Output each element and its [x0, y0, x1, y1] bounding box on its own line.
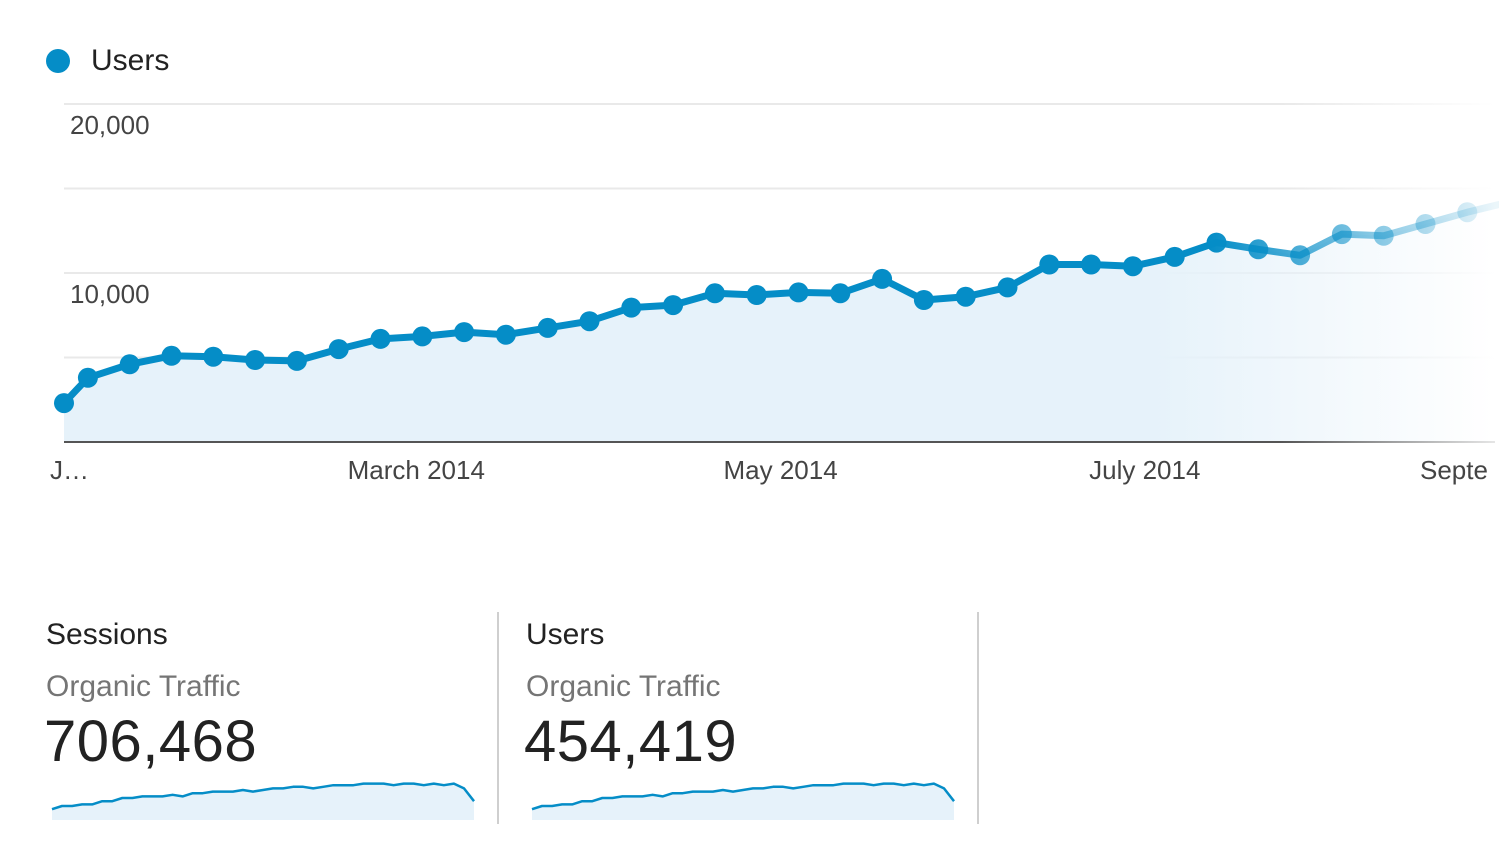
data-point[interactable] — [621, 297, 642, 318]
y-axis-ticks: 20,000 10,000 — [70, 110, 150, 309]
users-sparkline — [531, 782, 955, 820]
scorecard-metric-name: Users — [526, 618, 605, 651]
x-axis-ticks: J… March 2014 May 2014 July 2014 Septe — [50, 455, 1488, 485]
x-tick-label: July 2014 — [1089, 455, 1200, 485]
x-tick-label: March 2014 — [348, 455, 485, 485]
users-area-fill — [64, 196, 1499, 442]
data-point[interactable] — [370, 328, 391, 349]
sparkline-area — [532, 783, 954, 820]
x-tick-label: J… — [50, 455, 89, 485]
data-point[interactable] — [663, 295, 684, 316]
data-point[interactable] — [1081, 254, 1102, 275]
scorecard-divider — [977, 612, 979, 824]
data-point[interactable] — [537, 317, 558, 338]
data-point[interactable] — [495, 324, 516, 345]
users-scorecard[interactable]: Users Organic Traffic 454,419 — [480, 612, 960, 824]
data-point[interactable] — [203, 346, 224, 367]
data-point[interactable] — [454, 322, 475, 343]
data-point[interactable] — [872, 268, 893, 289]
scorecard-value: 706,468 — [44, 709, 258, 774]
data-point[interactable] — [1248, 239, 1269, 260]
data-point[interactable] — [746, 285, 767, 305]
legend-dot-icon — [46, 49, 70, 73]
data-point[interactable] — [328, 339, 349, 360]
data-point[interactable] — [1331, 224, 1352, 245]
data-point[interactable] — [1457, 202, 1478, 223]
users-line-chart: 20,000 10,000 J… March 2014 May 2014 July 20… — [50, 103, 1499, 485]
sparkline-line — [531, 782, 955, 811]
data-point[interactable] — [1415, 214, 1436, 234]
data-point[interactable] — [830, 283, 851, 304]
data-point[interactable] — [412, 326, 433, 347]
y-tick-label: 10,000 — [70, 279, 150, 309]
data-point[interactable] — [704, 283, 725, 304]
data-point[interactable] — [788, 282, 809, 303]
scorecard-value: 454,419 — [524, 709, 738, 774]
data-point[interactable] — [1373, 225, 1394, 246]
users-data-points — [54, 202, 1478, 414]
data-point[interactable] — [1039, 254, 1060, 275]
sessions-sparkline — [51, 782, 475, 820]
data-point[interactable] — [579, 311, 600, 332]
scorecard-segment-name: Organic Traffic — [46, 670, 241, 703]
data-point[interactable] — [1290, 245, 1311, 266]
data-point[interactable] — [286, 350, 307, 371]
data-point[interactable] — [119, 354, 140, 375]
data-point[interactable] — [77, 367, 98, 388]
sparkline-line — [51, 782, 475, 811]
data-point[interactable] — [161, 345, 182, 366]
data-point[interactable] — [955, 286, 976, 307]
data-point[interactable] — [54, 393, 74, 414]
x-tick-label: May 2014 — [724, 455, 838, 485]
data-point[interactable] — [1122, 256, 1143, 277]
legend-label: Users — [91, 44, 170, 77]
sessions-scorecard[interactable]: Sessions Organic Traffic 706,468 — [0, 612, 480, 824]
scorecard-divider — [497, 612, 499, 824]
y-tick-label: 20,000 — [70, 110, 150, 140]
scorecard-segment-name: Organic Traffic — [526, 670, 721, 703]
data-point[interactable] — [1206, 232, 1227, 253]
sparkline-area — [52, 783, 474, 820]
data-point[interactable] — [245, 350, 266, 370]
data-point[interactable] — [1164, 246, 1185, 267]
x-tick-label: Septe — [1420, 455, 1488, 485]
data-point[interactable] — [997, 277, 1018, 298]
data-point[interactable] — [913, 290, 934, 310]
scorecard-metric-name: Sessions — [46, 618, 168, 651]
chart-legend: Users — [46, 40, 169, 82]
